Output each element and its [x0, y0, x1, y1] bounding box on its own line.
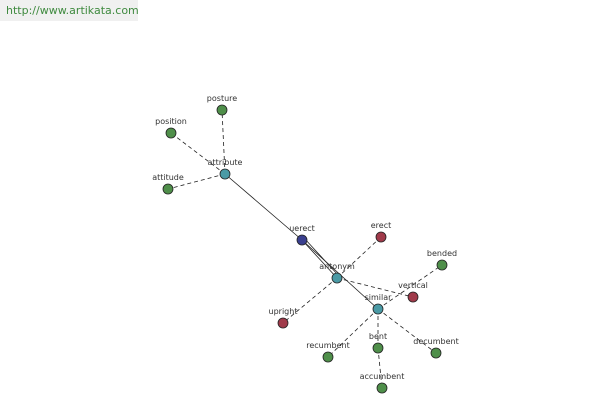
node-label: vertical	[398, 281, 428, 290]
node	[430, 347, 442, 359]
node-label: erect	[371, 221, 392, 230]
node	[331, 272, 343, 284]
edge	[224, 173, 303, 241]
edge	[301, 239, 338, 279]
node-label: bent	[369, 332, 387, 341]
site-url[interactable]: http://www.artikata.com	[0, 0, 139, 21]
node	[407, 291, 419, 303]
node-label: recumbent	[306, 341, 350, 350]
dashed-edge	[336, 277, 414, 298]
node-label: attribute	[208, 158, 243, 167]
edge	[303, 237, 340, 277]
node	[376, 382, 388, 394]
node-label: attitude	[152, 173, 184, 182]
node	[296, 234, 308, 246]
node	[372, 342, 384, 354]
node-label: decumbent	[413, 337, 458, 346]
node	[162, 183, 174, 195]
node	[436, 259, 448, 271]
dashed-edge	[167, 173, 226, 190]
dashed-edge	[327, 308, 379, 358]
dashed-edge	[221, 109, 226, 175]
node-label: similar	[365, 293, 393, 302]
node-label: uerect	[289, 224, 315, 233]
node	[375, 231, 387, 243]
node-label: bended	[427, 249, 457, 258]
dashed-edge	[170, 132, 226, 175]
dashed-edge	[377, 308, 437, 354]
dashed-edge	[336, 236, 382, 279]
node-label: accumbent	[360, 372, 405, 381]
node-label: posture	[207, 94, 237, 103]
dashed-edge	[377, 264, 443, 310]
node-label: antonym	[319, 262, 355, 271]
dashed-edge	[377, 347, 383, 389]
node-label: position	[155, 117, 187, 126]
node	[277, 317, 289, 329]
node	[322, 351, 334, 363]
node	[219, 168, 231, 180]
dashed-edge	[282, 277, 338, 324]
node-label: upright	[269, 307, 298, 316]
node	[216, 104, 228, 116]
node	[165, 127, 177, 139]
node	[372, 303, 384, 315]
